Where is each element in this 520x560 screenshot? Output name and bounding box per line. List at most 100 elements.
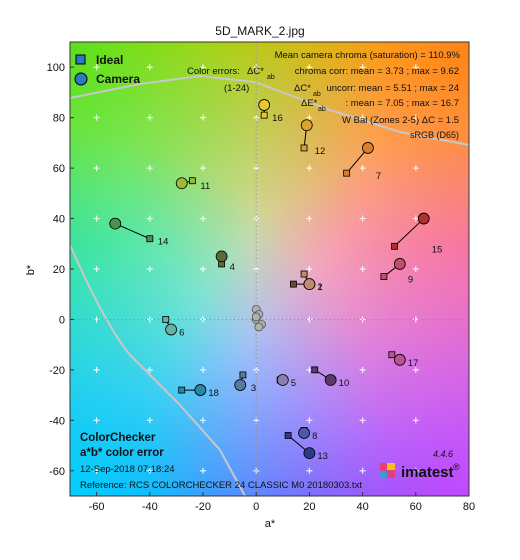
grid-marker <box>306 467 313 474</box>
ideal-point <box>146 235 154 243</box>
grid-marker <box>306 417 313 424</box>
grid-marker <box>253 366 260 373</box>
patch-label: 14 <box>158 237 169 248</box>
x-tick-label: -40 <box>142 501 158 513</box>
camera-point <box>165 323 177 336</box>
grid-marker <box>200 114 206 121</box>
y-tick-label: -20 <box>49 365 65 377</box>
camera-point <box>215 250 228 263</box>
grid-marker <box>146 64 153 71</box>
camera-point <box>276 374 289 386</box>
grid-marker <box>359 366 366 373</box>
grid-marker <box>146 266 153 272</box>
grid-marker <box>412 215 419 222</box>
grid-marker <box>359 215 366 222</box>
color-space-text: sRGB (D65) <box>410 130 459 140</box>
camera-point <box>393 258 406 270</box>
grid-marker <box>146 165 153 172</box>
camera-point <box>303 278 316 291</box>
grid-marker <box>306 64 313 71</box>
patch-label: 15 <box>432 244 443 255</box>
color-errors-label: Color errors: <box>187 66 240 77</box>
grid-marker <box>359 266 366 272</box>
ideal-point <box>178 386 186 394</box>
y-tick-label: 60 <box>53 163 65 175</box>
camera-point <box>362 142 374 154</box>
camera-point <box>194 384 207 396</box>
grid-marker <box>359 417 366 424</box>
version-text: 4.4.6 <box>433 449 453 459</box>
camera-point <box>324 374 337 386</box>
grid-marker <box>412 114 419 121</box>
patch-label: 17 <box>408 358 419 369</box>
ideal-point <box>300 270 308 278</box>
grid-marker <box>93 467 100 474</box>
grid-marker <box>93 64 100 71</box>
ideal-point <box>391 242 398 250</box>
grid-marker <box>93 215 100 222</box>
grid-marker <box>146 316 153 323</box>
patch-label: 11 <box>200 181 210 192</box>
grid-marker <box>412 366 419 373</box>
grid-marker <box>146 114 153 121</box>
grid-marker <box>306 114 313 121</box>
x-tick-label: -60 <box>89 501 105 513</box>
camera-point <box>298 427 310 439</box>
x-axis-ticks: -60 -40 -20 0 20 40 60 80 <box>89 492 475 513</box>
grid-marker <box>306 316 313 323</box>
ideal-point <box>388 351 396 359</box>
grid-marker <box>359 165 366 172</box>
grid-marker <box>306 215 313 222</box>
imatest-logo: imatest ® <box>380 462 460 481</box>
y-tick-label: 80 <box>53 113 65 125</box>
plot-grid <box>93 64 419 474</box>
ideal-point <box>188 177 196 185</box>
x-tick-label: 0 <box>253 501 259 513</box>
legend: Ideal Camera <box>74 53 140 86</box>
patch-label: 12 <box>315 146 326 157</box>
grid-marker <box>93 165 100 172</box>
chart-title: 5D_MARK_2.jpg <box>215 24 304 38</box>
camera-point <box>258 99 271 111</box>
grid-marker <box>200 366 206 373</box>
grid-marker <box>200 215 206 222</box>
grid-marker <box>412 64 419 71</box>
grid-marker <box>253 64 260 71</box>
legend-camera-marker <box>74 72 88 86</box>
grid-marker <box>93 114 100 121</box>
reference-text: Reference: RCS COLORCHECKER 24 CLASSIC M… <box>80 480 362 491</box>
patch-label: 7 <box>376 171 381 182</box>
y-tick-label: 20 <box>53 264 65 276</box>
legend-ideal-label: Ideal <box>96 53 123 67</box>
camera-point <box>234 379 247 391</box>
grid-marker <box>253 114 260 121</box>
grid-marker <box>359 114 366 121</box>
patch-label: 13 <box>317 451 328 462</box>
grid-marker <box>412 316 419 323</box>
patch-label: 10 <box>339 378 350 389</box>
grid-marker <box>412 165 419 172</box>
x-tick-label: -20 <box>195 501 211 513</box>
chroma-uncorr-subscript: ab <box>313 91 321 98</box>
grid-marker <box>306 266 313 272</box>
error-connector <box>115 223 151 240</box>
error-connector <box>394 218 425 247</box>
stats-annotation: Mean camera chroma (saturation) = 110.9%… <box>187 50 461 140</box>
y-axis-ticks: -60 -40 -20 0 20 40 60 80 100 <box>47 62 74 478</box>
zero-axis-lines <box>70 42 469 496</box>
grid-marker <box>200 266 206 272</box>
chroma-uncorr-symbol: ΔC* <box>294 83 311 94</box>
grid-marker <box>306 165 313 172</box>
legend-ideal-marker <box>75 54 86 65</box>
patch-label: 8 <box>312 431 317 442</box>
y-tick-label: 100 <box>47 62 65 74</box>
x-tick-label: 60 <box>410 501 422 513</box>
grid-marker <box>359 64 366 71</box>
y-tick-label: 40 <box>53 214 65 226</box>
grid-marker <box>412 467 419 474</box>
grid-marker <box>200 64 206 71</box>
ideal-point <box>343 169 351 177</box>
x-tick-label: 20 <box>303 501 315 513</box>
camera-point <box>417 212 430 225</box>
